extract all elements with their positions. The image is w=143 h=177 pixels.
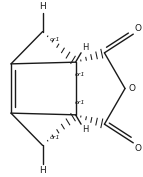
Text: H: H <box>82 43 89 52</box>
Text: O: O <box>135 144 142 153</box>
Text: H: H <box>39 166 46 175</box>
Text: H: H <box>82 125 89 134</box>
Text: or1: or1 <box>75 100 85 105</box>
Text: or1: or1 <box>75 72 85 77</box>
Text: O: O <box>135 24 142 33</box>
Text: or1: or1 <box>50 37 61 42</box>
Text: O: O <box>128 84 135 93</box>
Text: or1: or1 <box>50 135 61 140</box>
Text: H: H <box>39 2 46 11</box>
